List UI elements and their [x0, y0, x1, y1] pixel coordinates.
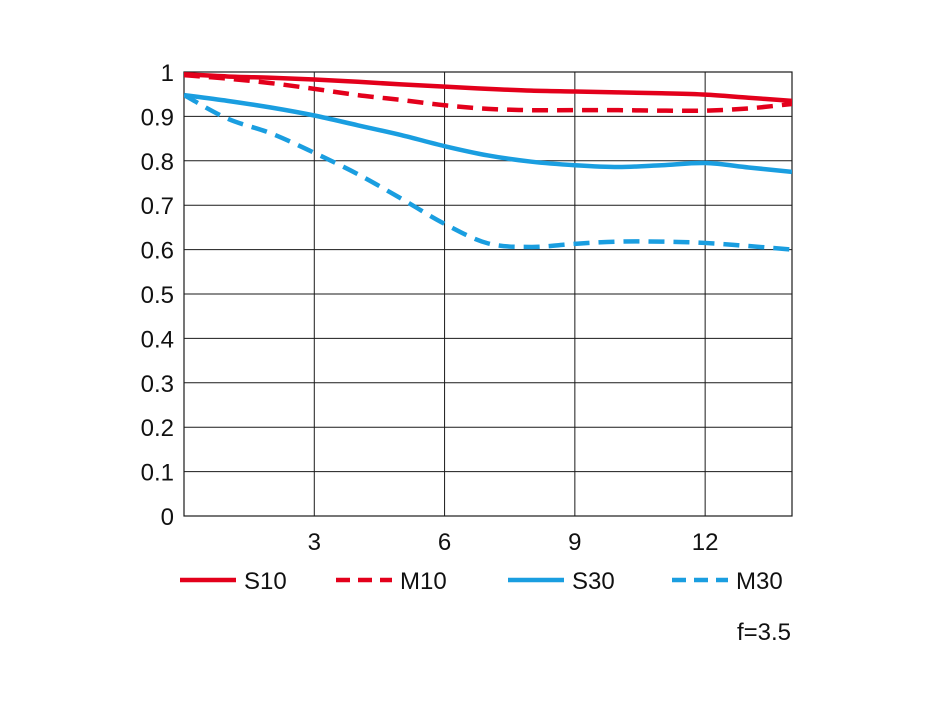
legend-label-s10: S10	[244, 568, 287, 595]
series-line-m10	[184, 72, 792, 114]
plot-area	[184, 71, 792, 252]
series-line-s30	[184, 92, 792, 175]
y-tick-label: 1	[161, 60, 174, 87]
y-tick-label: 0.4	[141, 326, 174, 353]
legend: S10 M10 S30 M30	[180, 568, 783, 595]
x-tick-label: 9	[568, 529, 581, 556]
y-tick-label: 0.1	[141, 460, 174, 487]
aperture-annotation: f=3.5	[737, 619, 791, 646]
x-tick-label: 3	[308, 529, 321, 556]
legend-label-m10: M10	[400, 568, 447, 595]
legend-label-s30: S30	[572, 568, 615, 595]
series-line-m30	[184, 93, 792, 252]
y-tick-label: 0	[161, 504, 174, 531]
y-tick-label: 0.9	[141, 104, 174, 131]
x-tick-label: 12	[692, 529, 719, 556]
y-tick-label: 0.3	[141, 371, 174, 398]
grid	[183, 71, 793, 517]
y-tick-label: 0.7	[141, 193, 174, 220]
y-tick-label: 0.2	[141, 415, 174, 442]
plot-frame	[183, 71, 793, 517]
x-tick-label: 6	[438, 529, 451, 556]
y-tick-label: 0.6	[141, 238, 174, 265]
series-line-s10	[184, 71, 792, 104]
legend-label-m30: M30	[736, 568, 783, 595]
y-tick-label: 0.8	[141, 149, 174, 176]
y-tick-label: 0.5	[141, 282, 174, 309]
tick-labels: 0 0.1 0.2 0.3 0.4 0.5 0.6 0.7 0.8 0.9 1 3 6 9 12	[141, 60, 719, 556]
